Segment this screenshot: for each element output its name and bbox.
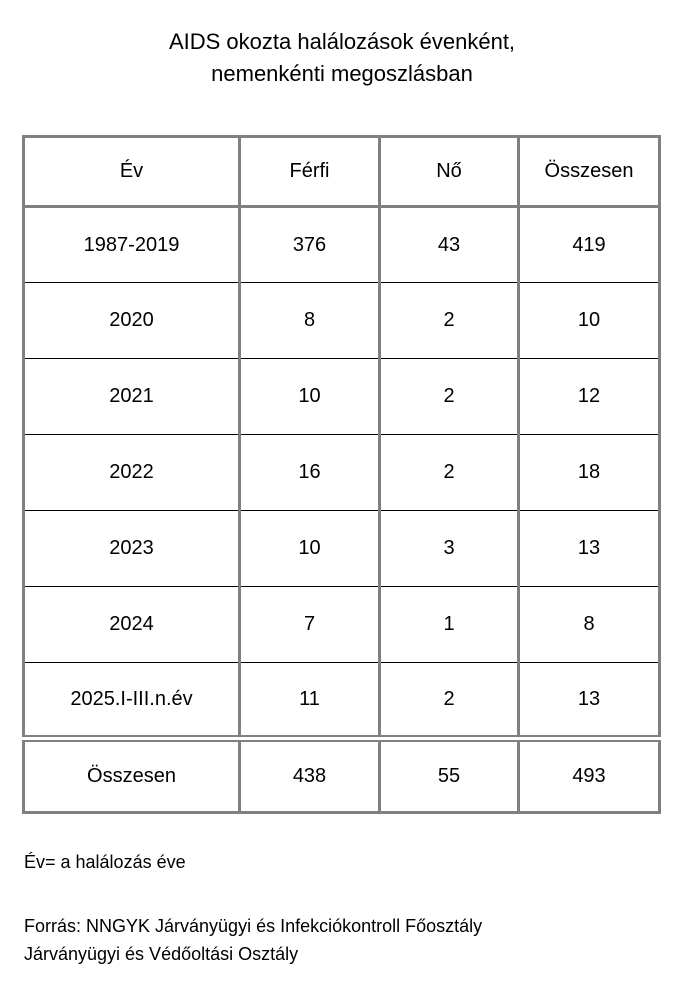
column-header-no: Nő xyxy=(378,136,519,208)
footnote: Év= a halálozás éve xyxy=(24,852,186,872)
male-cell: 11 xyxy=(238,662,380,739)
year-cell: 2021 xyxy=(23,358,240,435)
total-female-cell: 55 xyxy=(378,735,519,813)
male-cell: 16 xyxy=(238,434,380,511)
content-area: AIDS okozta halálozások évenként, nemenk… xyxy=(22,0,662,968)
total-label-cell: Összesen xyxy=(23,735,240,813)
source-line-1: Forrás: NNGYK Járványügyi és Infekciókon… xyxy=(24,916,483,936)
female-cell: 2 xyxy=(378,358,519,435)
female-cell: 2 xyxy=(378,662,519,739)
total-cell: 8 xyxy=(517,586,660,663)
total-cell: 13 xyxy=(517,662,660,739)
male-cell: 10 xyxy=(238,358,380,435)
female-cell: 2 xyxy=(378,434,519,511)
female-cell: 2 xyxy=(378,282,519,359)
total-male-cell: 438 xyxy=(238,735,380,813)
total-cell: 419 xyxy=(517,206,660,283)
page-title-line-1: AIDS okozta halálozások évenként, xyxy=(168,29,516,54)
table-header-row: Év Férfi Nő Összesen xyxy=(23,136,660,208)
column-header-ferfi: Férfi xyxy=(238,136,380,208)
table-row: 2022 16 2 18 xyxy=(23,434,660,511)
year-cell: 2023 xyxy=(23,510,240,587)
total-cell: 18 xyxy=(517,434,660,511)
table-row: 2025.I-III.n.év 11 2 13 xyxy=(23,662,660,739)
total-cell: 12 xyxy=(517,358,660,435)
male-cell: 10 xyxy=(238,510,380,587)
year-cell: 2024 xyxy=(23,586,240,663)
male-cell: 376 xyxy=(238,206,380,283)
column-header-ev: Év xyxy=(23,136,240,208)
table-row: 1987-2019 376 43 419 xyxy=(23,206,660,283)
table-row: 2023 10 3 13 xyxy=(23,510,660,587)
female-cell: 1 xyxy=(378,586,519,663)
year-cell: 2025.I-III.n.év xyxy=(23,662,240,739)
male-cell: 8 xyxy=(238,282,380,359)
year-cell: 2022 xyxy=(23,434,240,511)
female-cell: 43 xyxy=(378,206,519,283)
total-cell: 13 xyxy=(517,510,660,587)
male-cell: 7 xyxy=(238,586,380,663)
table-total-row: Összesen 438 55 493 xyxy=(23,735,660,813)
table-row: 2021 10 2 12 xyxy=(23,358,660,435)
source-line-2: Járványügyi és Védőoltási Osztály xyxy=(24,944,299,964)
female-cell: 3 xyxy=(378,510,519,587)
table-row: 2020 8 2 10 xyxy=(23,282,660,359)
table-row: 2024 7 1 8 xyxy=(23,586,660,663)
year-cell: 2020 xyxy=(23,282,240,359)
aids-deaths-table: Év Férfi Nő Összesen 1987-2019 376 43 41… xyxy=(22,135,661,814)
column-header-osszesen: Összesen xyxy=(517,136,660,208)
total-sum-cell: 493 xyxy=(517,735,660,813)
page-title: AIDS okozta halálozások évenként, nemenk… xyxy=(22,0,662,90)
page-title-line-2: nemenkénti megoszlásban xyxy=(211,61,473,86)
year-cell: 1987-2019 xyxy=(23,206,240,283)
total-cell: 10 xyxy=(517,282,660,359)
source-text: Forrás: NNGYK Járványügyi és Infekciókon… xyxy=(24,912,662,968)
